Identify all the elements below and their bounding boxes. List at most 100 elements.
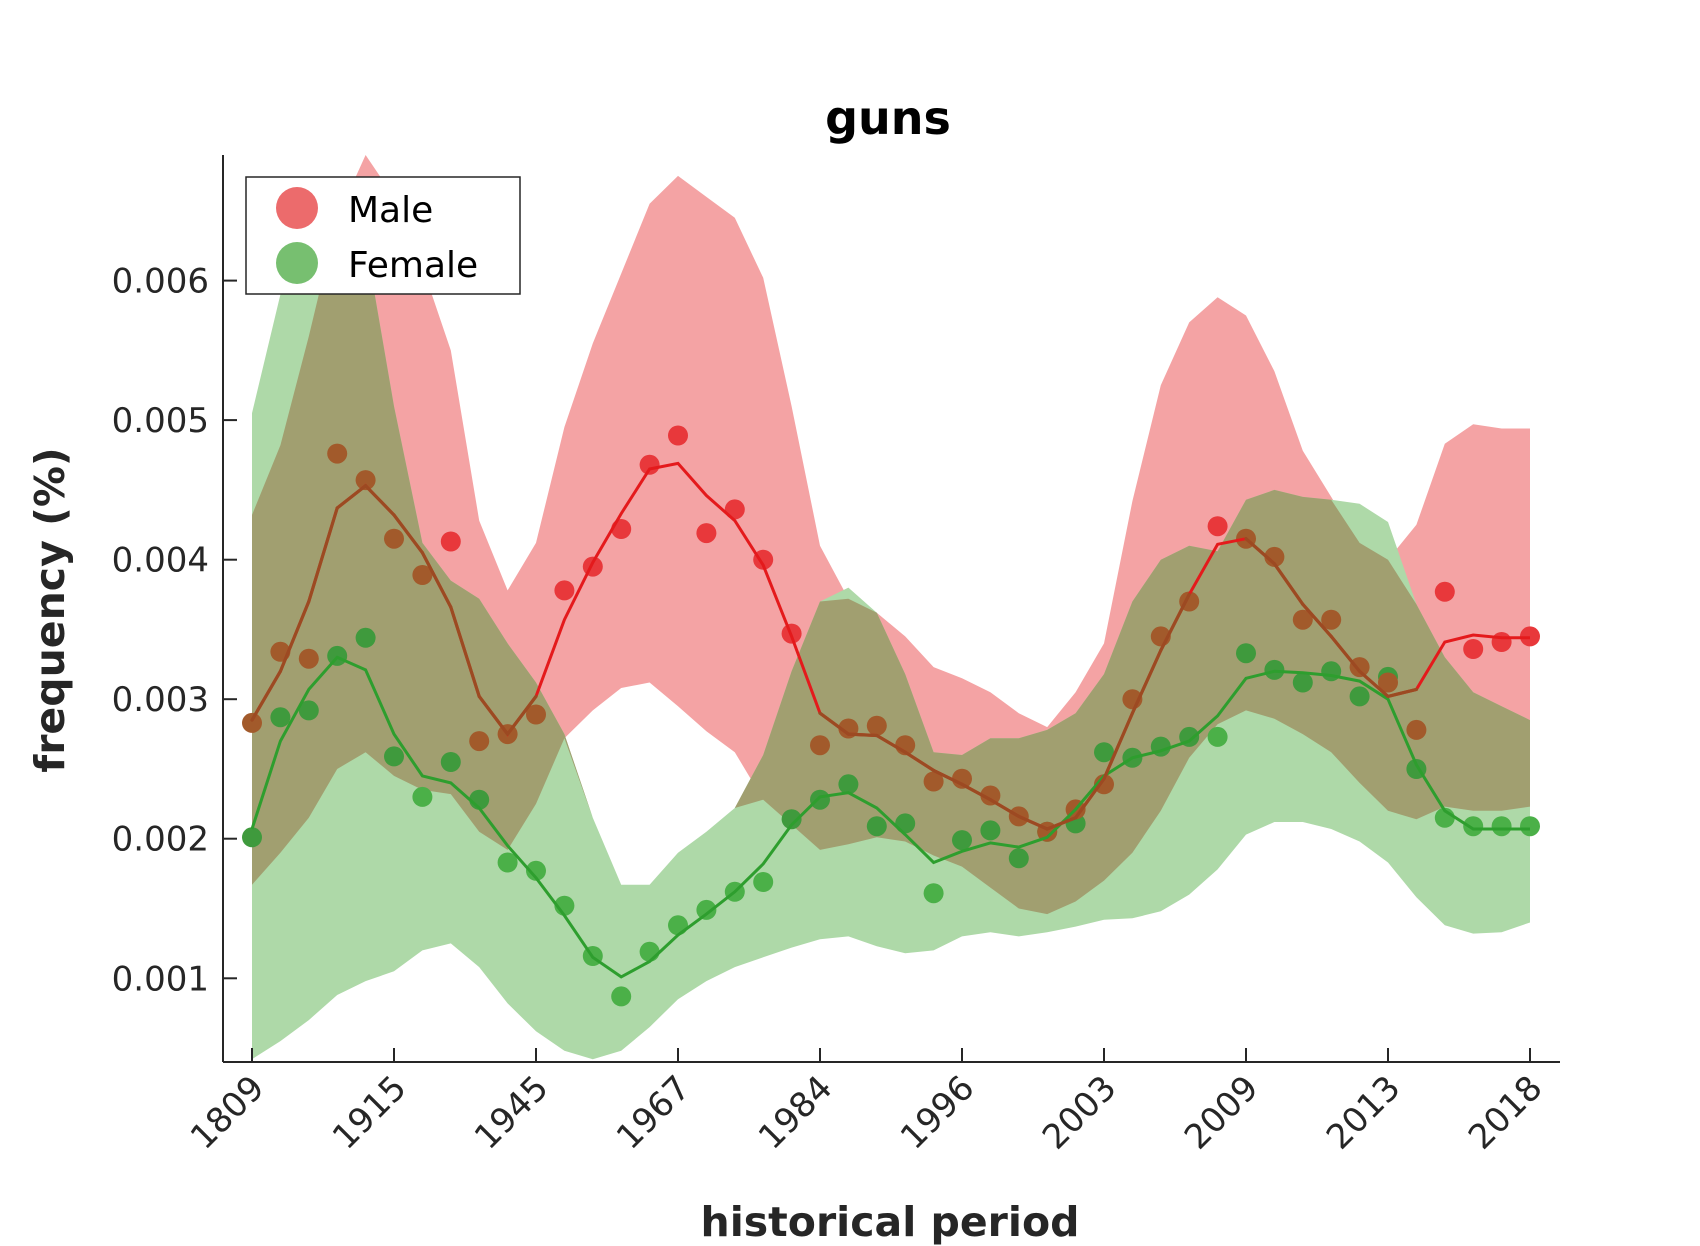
female-point	[497, 852, 518, 873]
female-point	[952, 830, 972, 851]
y-tick-label: 0.004	[112, 541, 209, 581]
male-trend-segment	[506, 694, 538, 736]
male-point	[1463, 639, 1484, 659]
male-trend-segment	[449, 605, 481, 699]
female-point	[895, 813, 916, 834]
male-trend-segment	[988, 798, 1021, 819]
female-point	[753, 872, 774, 892]
male-trend-segment	[392, 513, 424, 555]
male-trend-segment	[335, 484, 368, 510]
female-point	[242, 827, 262, 848]
male-point	[639, 454, 660, 475]
male-trend-segment	[1130, 648, 1163, 715]
x-tick-label: 1996	[893, 1068, 982, 1157]
x-tick-label: 2013	[1319, 1068, 1408, 1157]
male-point	[440, 531, 461, 552]
male-point	[980, 785, 1001, 806]
x-tick-label: 1945	[467, 1068, 556, 1157]
male-point	[810, 735, 830, 756]
female-point	[1349, 686, 1370, 707]
male-point	[384, 528, 404, 549]
male-point	[1349, 657, 1370, 678]
male-point	[668, 425, 688, 446]
y-tick-label: 0.003	[112, 680, 209, 720]
female-point	[355, 627, 376, 648]
x-tick-label: 1984	[751, 1068, 840, 1157]
male-trend-segment	[818, 711, 851, 736]
female-point	[412, 786, 433, 807]
male-point	[952, 768, 972, 789]
x-tick-label: 2009	[1177, 1068, 1266, 1157]
y-tick-label: 0.002	[112, 820, 209, 860]
y-tick-label: 0.001	[112, 959, 209, 999]
x-tick-label: 2003	[1035, 1068, 1124, 1157]
x-axis-ticks: 1809 1915 1945 1967 1984 1996 2003 2009 2013 2018	[183, 1048, 1550, 1158]
legend-male-label: Male	[348, 190, 433, 231]
female-point	[810, 789, 830, 810]
male-trend-segment	[1301, 602, 1333, 639]
male-trend-segment	[1244, 537, 1277, 566]
male-point	[412, 565, 433, 585]
male-trend-segment	[1159, 592, 1191, 653]
male-point	[1207, 516, 1228, 537]
male-trend-segment	[1386, 687, 1419, 699]
female-point	[384, 746, 404, 767]
female-point	[668, 915, 688, 936]
male-trend-segment	[420, 551, 453, 609]
female-point	[1094, 742, 1114, 763]
male-trend-segment	[307, 506, 339, 604]
male-point	[298, 648, 319, 669]
female-point	[1207, 726, 1228, 747]
female-confidence-band	[252, 196, 1530, 1060]
female-point	[1292, 672, 1313, 693]
x-tick-label: 1915	[325, 1068, 414, 1157]
y-tick-label: 0.006	[112, 262, 209, 302]
male-trend-segment	[477, 694, 510, 736]
male-point	[469, 731, 490, 752]
female-point	[270, 707, 291, 728]
female-point	[440, 752, 461, 772]
male-point	[1491, 632, 1512, 652]
male-point	[1094, 774, 1114, 795]
male-point	[1264, 546, 1285, 567]
female-trend-line	[250, 655, 1530, 979]
male-trend-segment	[960, 782, 993, 802]
female-point	[298, 700, 319, 721]
female-point	[1520, 816, 1540, 837]
female-point	[866, 816, 887, 837]
male-trend-segment	[278, 599, 311, 673]
male-point	[526, 704, 546, 725]
female-point	[526, 860, 546, 881]
male-trend-segment	[1073, 777, 1106, 820]
x-tick-label: 1967	[609, 1068, 698, 1157]
female-point	[781, 809, 802, 830]
female-point	[838, 774, 859, 795]
male-point	[355, 470, 376, 491]
legend: Male Female	[245, 176, 521, 295]
male-trend-segment	[364, 484, 396, 517]
male-point	[327, 443, 348, 464]
x-tick-label: 2018	[1461, 1068, 1550, 1157]
male-trend-segment	[875, 733, 907, 754]
male-point	[866, 715, 887, 736]
female-point	[1008, 848, 1029, 869]
legend-female-label: Female	[348, 245, 478, 286]
male-trend-segment	[903, 750, 936, 773]
male-point	[1434, 581, 1455, 602]
male-point	[1292, 609, 1313, 630]
legend-female-marker	[276, 242, 318, 284]
y-axis-label: frequency (%)	[26, 447, 74, 772]
male-trend-segment	[250, 669, 282, 722]
male-trend-segment	[931, 768, 964, 786]
male-point	[923, 771, 944, 792]
male-trend-segment	[1329, 634, 1362, 673]
male-trend-segment	[846, 732, 879, 738]
male-point	[696, 523, 717, 544]
female-point	[1491, 816, 1512, 837]
male-trend-segment	[1017, 814, 1049, 831]
female-point	[1236, 643, 1256, 664]
female-point	[980, 820, 1001, 841]
legend-male-marker	[276, 187, 318, 229]
chart-title: guns	[825, 91, 951, 145]
